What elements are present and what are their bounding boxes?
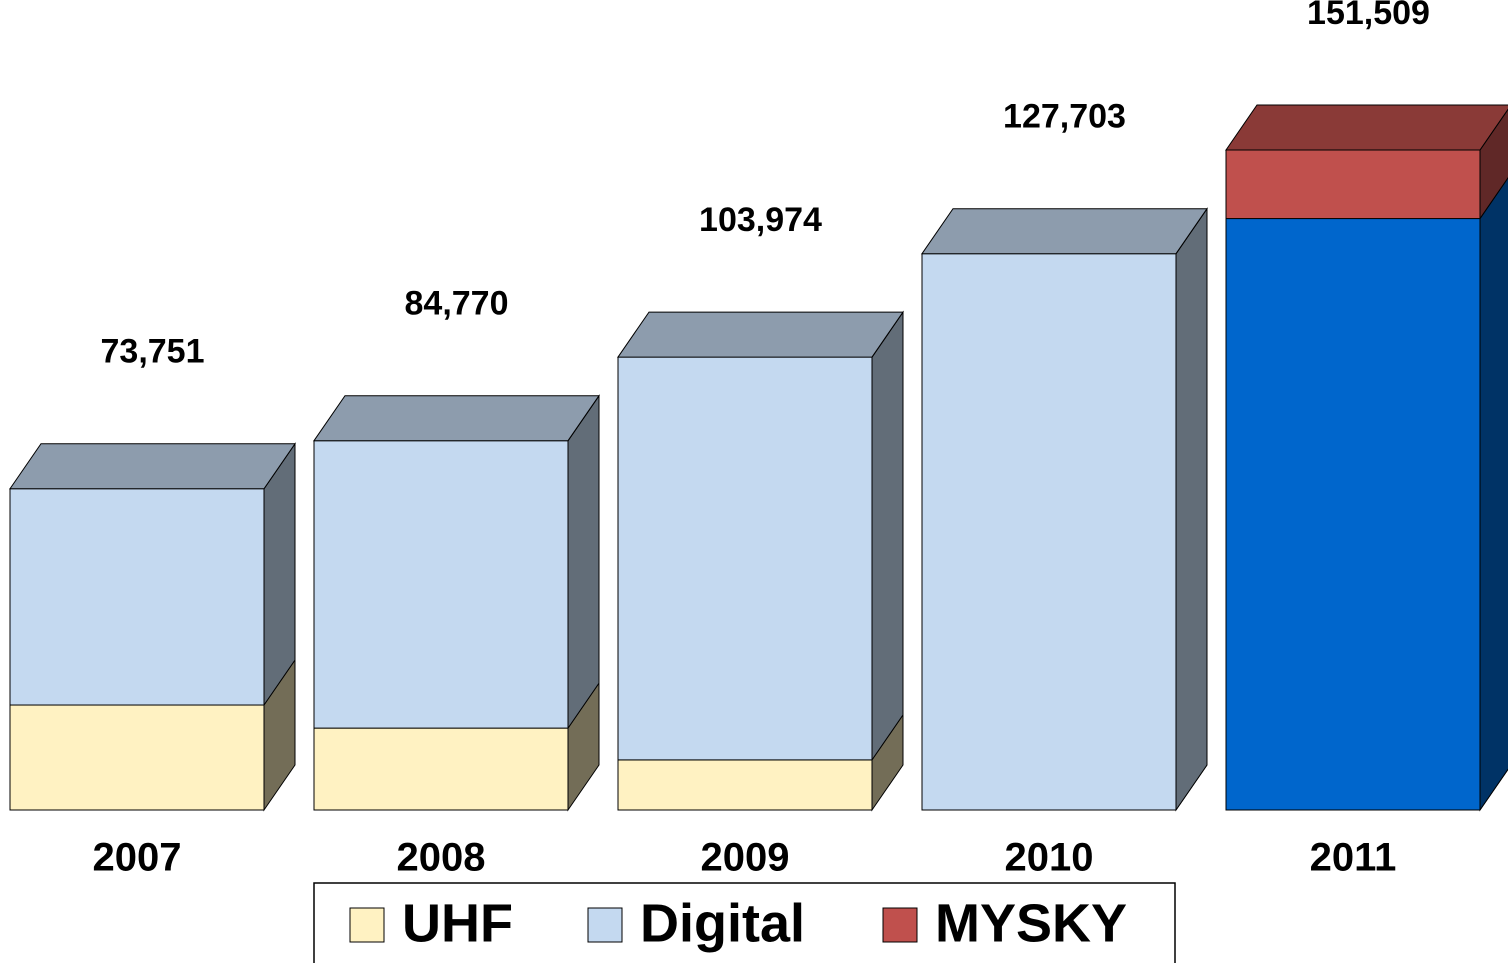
bar-side bbox=[1175, 207, 1208, 812]
legend-box bbox=[313, 882, 1176, 963]
bar-segment bbox=[921, 253, 1177, 811]
legend-label: MYSKY bbox=[935, 893, 1127, 953]
x-tick-label: 2010 bbox=[1005, 836, 1094, 880]
legend-label: Digital bbox=[640, 893, 805, 953]
bar-top bbox=[9, 443, 296, 490]
total-label: 84,770 bbox=[405, 285, 509, 323]
x-tick-label: 2008 bbox=[397, 836, 486, 880]
x-tick-label: 2011 bbox=[1310, 836, 1397, 880]
legend-swatch bbox=[349, 907, 385, 943]
bar-side bbox=[567, 394, 600, 730]
legend-label: UHF bbox=[402, 893, 513, 953]
bar-segment bbox=[9, 704, 265, 811]
total-label: 73,751 bbox=[101, 333, 205, 371]
bar-side bbox=[263, 442, 296, 707]
bar-segment bbox=[313, 440, 569, 729]
total-label: 127,703 bbox=[1003, 98, 1126, 136]
legend-swatch bbox=[587, 907, 623, 943]
bar-top bbox=[617, 311, 904, 358]
bar-top bbox=[1225, 104, 1508, 151]
x-tick-label: 2009 bbox=[701, 836, 790, 880]
x-tick-label: 2007 bbox=[93, 836, 182, 880]
bar-side bbox=[871, 310, 904, 762]
bar-side bbox=[1479, 177, 1508, 812]
bar-segment bbox=[9, 488, 265, 706]
total-label: 103,974 bbox=[699, 201, 822, 239]
bar-segment bbox=[617, 356, 873, 761]
bar-top bbox=[921, 208, 1208, 255]
bar-top bbox=[313, 395, 600, 442]
bar-segment bbox=[1225, 149, 1481, 220]
bar-segment bbox=[617, 759, 873, 811]
total-label: 151,509 bbox=[1307, 0, 1430, 32]
legend-swatch bbox=[882, 907, 918, 943]
bar-segment bbox=[313, 727, 569, 811]
bar-segment bbox=[1225, 218, 1481, 811]
